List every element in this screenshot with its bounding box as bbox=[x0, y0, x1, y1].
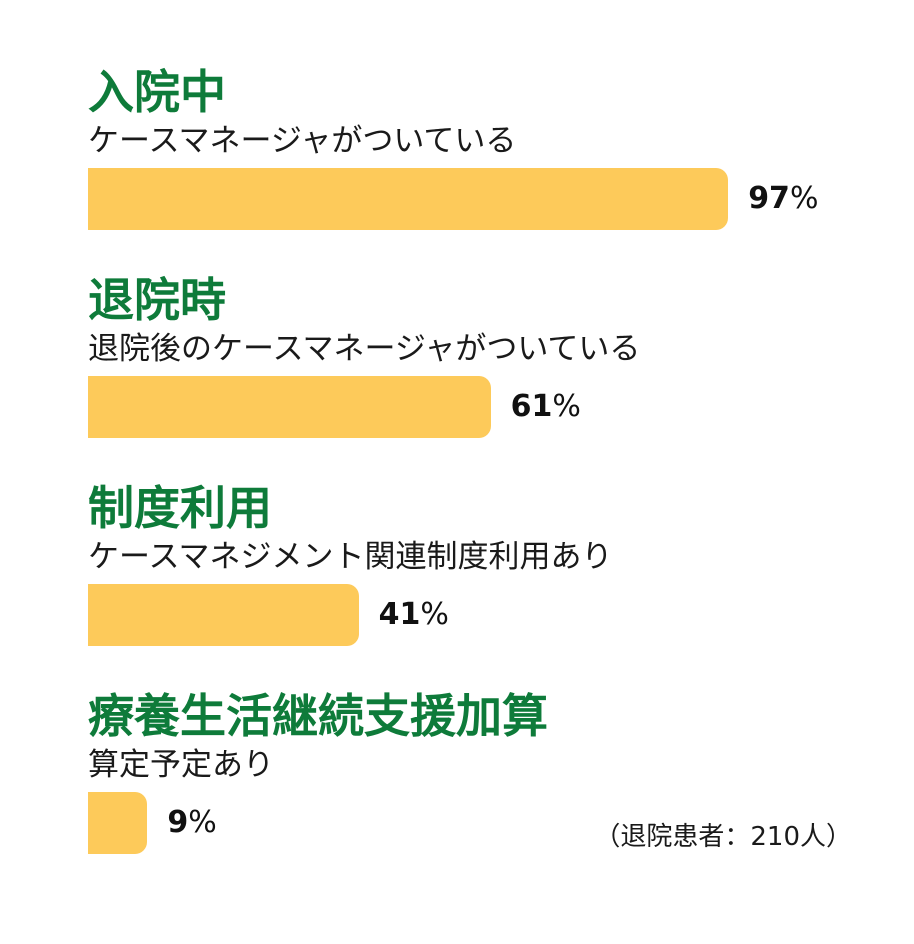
value-number: 41 bbox=[378, 597, 421, 632]
bar bbox=[88, 376, 491, 438]
category-heading: 入院中 bbox=[88, 65, 226, 119]
value-number: 9 bbox=[167, 805, 189, 840]
bar bbox=[88, 584, 359, 646]
footnote: （退院患者：210人） bbox=[594, 822, 852, 852]
bar bbox=[88, 792, 148, 854]
value-number: 61 bbox=[510, 389, 553, 424]
value-unit: % bbox=[188, 805, 217, 840]
category-heading: 退院時 bbox=[88, 273, 226, 327]
value-label: 9% bbox=[167, 792, 216, 854]
value-label: 41% bbox=[379, 584, 449, 646]
category-subtitle: ケースマネージャがついている bbox=[88, 123, 517, 159]
value-unit: % bbox=[789, 181, 819, 216]
value-unit: % bbox=[420, 597, 449, 632]
category-heading: 制度利用 bbox=[88, 481, 272, 535]
category-subtitle: ケースマネジメント関連制度利用あり bbox=[88, 539, 613, 575]
category-subtitle: 算定予定あり bbox=[88, 747, 274, 783]
category-subtitle: 退院後のケースマネージャがついている bbox=[88, 331, 641, 367]
bar bbox=[88, 168, 729, 230]
value-unit: % bbox=[552, 389, 581, 424]
category-heading: 療養生活継続支援加算 bbox=[88, 689, 548, 743]
value-label: 61% bbox=[511, 376, 581, 438]
value-number: 97 bbox=[748, 181, 790, 216]
value-label: 97% bbox=[748, 168, 818, 230]
